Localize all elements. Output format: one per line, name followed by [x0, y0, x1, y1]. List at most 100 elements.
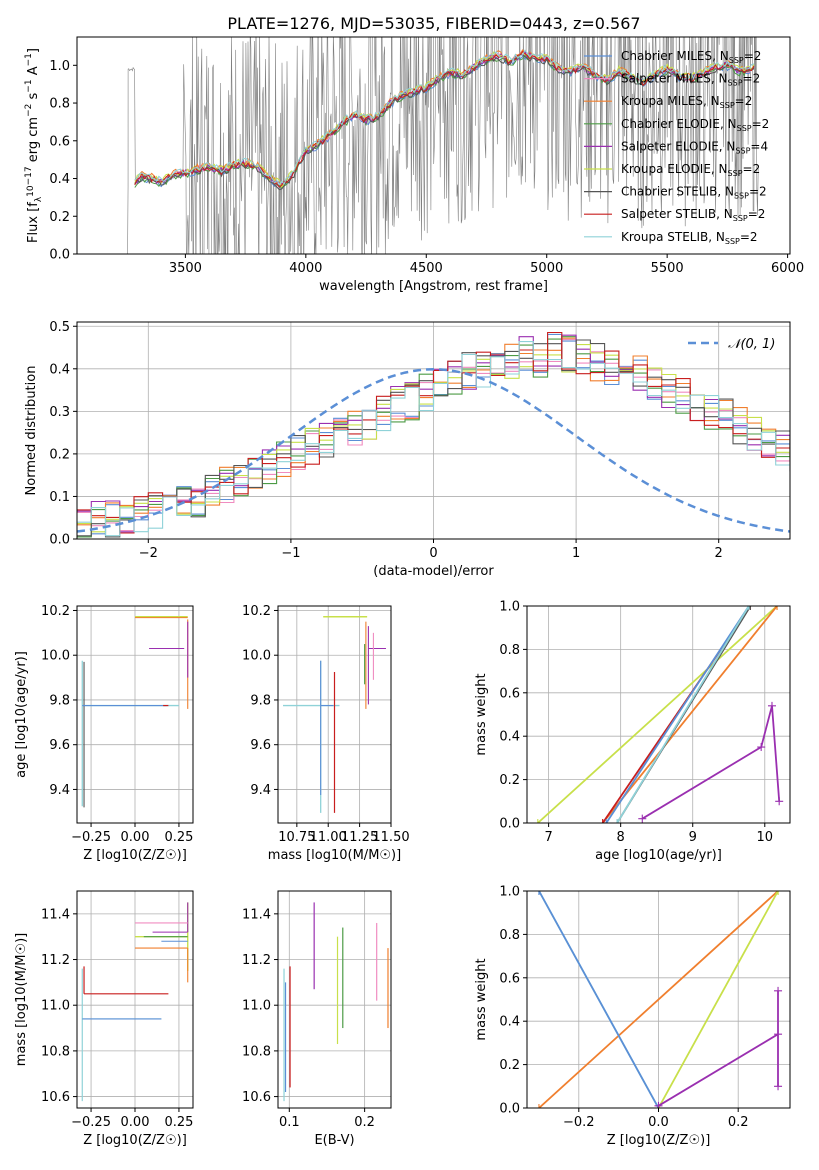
x-tick-label: 0.0	[648, 1115, 669, 1130]
model-line	[134, 50, 755, 188]
x-tick-label: 8	[617, 830, 625, 845]
legend-label: Chabrier STELIB, NSSP=2	[621, 185, 767, 201]
x-axis-label: mass [log10(M/M☉)]	[268, 848, 401, 863]
x-tick-label: 10.75	[278, 830, 315, 845]
x-tick-label: 0.25	[164, 1115, 193, 1130]
x-tick-label: 11.50	[372, 830, 409, 845]
weight-line	[538, 891, 779, 1108]
y-tick-label: 10.0	[242, 649, 271, 664]
x-tick-label: 0.00	[121, 830, 150, 845]
x-tick-label: 4500	[410, 261, 443, 276]
weight-line	[641, 705, 781, 820]
y-tick-label: 9.6	[49, 738, 70, 753]
y-tick-label: 11.2	[41, 953, 70, 968]
model-line	[134, 53, 755, 191]
x-tick-label: 1	[572, 546, 580, 561]
y-tick-label: 0.6	[499, 686, 520, 701]
y-tick-label: 9.8	[49, 693, 70, 708]
panel-mass-vs-ebv: 0.1 0.2 10.6 10.8 11.0 11.2 11.4 E(B-V)	[242, 890, 392, 1148]
x-tick-label: 9	[689, 830, 697, 845]
plot-area	[278, 891, 391, 1108]
weight-line	[658, 990, 779, 1107]
point-marker	[638, 814, 647, 823]
plot-area	[77, 322, 790, 539]
model-line	[134, 49, 755, 186]
y-tick-label: 0.2	[49, 210, 70, 225]
y-tick-label: 0.2	[49, 447, 70, 462]
y-tick-label: 1.0	[499, 885, 520, 900]
point-marker	[774, 891, 783, 895]
x-tick-label: 6000	[771, 261, 804, 276]
y-tick-label: 10.2	[41, 604, 70, 619]
point-marker	[534, 891, 543, 895]
y-tick-label: 11.4	[242, 907, 271, 922]
y-tick-label: 10.2	[242, 604, 271, 619]
point-marker	[757, 743, 766, 752]
plot-area	[527, 891, 790, 1108]
point-marker	[746, 606, 755, 610]
y-tick-label: 10.6	[242, 1090, 271, 1105]
y-tick-label: 11.4	[41, 907, 70, 922]
y-tick-label: 0.3	[49, 405, 70, 420]
y-axis-label: mass weight	[474, 958, 489, 1040]
x-tick-label: 4000	[289, 261, 322, 276]
y-tick-label: 10.6	[41, 1090, 70, 1105]
weight-line	[538, 891, 660, 1108]
y-axis-label: mass weight	[474, 673, 489, 755]
histogram-series	[77, 341, 790, 537]
x-tick-label: 11.25	[341, 830, 378, 845]
x-tick-label: −0.2	[563, 1115, 595, 1130]
legend-label: Chabrier MILES, NSSP=2	[621, 49, 761, 65]
x-axis-label: Z [log10(Z/Z☉)]	[83, 848, 187, 863]
y-tick-label: 1.0	[499, 600, 520, 615]
axes-frame	[277, 605, 392, 824]
y-tick-label: 0.5	[49, 320, 70, 335]
axes-frame	[526, 890, 791, 1109]
x-tick-label: −1	[281, 546, 300, 561]
panel-age-vs-Z: −0.25 0.00 0.25 9.4 9.6 9.8 10.0 10.2 Z [log10(Z…	[14, 604, 194, 863]
axes-frame	[277, 890, 392, 1109]
plot-area	[77, 606, 193, 823]
y-tick-label: 10.8	[242, 1044, 271, 1059]
y-tick-label: 0.2	[499, 773, 520, 788]
weight-line	[601, 606, 778, 823]
histogram-series	[77, 331, 790, 534]
y-tick-label: 0.4	[499, 1015, 520, 1030]
y-axis-label: mass [log10(M/M☉)]	[14, 933, 29, 1066]
y-tick-label: 0.4	[499, 730, 520, 745]
point-marker	[774, 986, 783, 995]
x-tick-label: −0.25	[71, 830, 111, 845]
y-tick-label: 9.8	[250, 693, 271, 708]
plot-area	[278, 606, 391, 823]
y-tick-label: 0.4	[49, 172, 70, 187]
panel-residuals: −2 −1 0 1 2 0.0 0.1 0.2 0.3 0.4 0.5 (data-model)/er…	[24, 320, 791, 579]
axes-frame	[76, 605, 194, 824]
panel-massweight-vs-Z: −0.2 0.0 0.2 0.0 0.2 0.4 0.6 0.8 1.0 Z [log10(Z/Z…	[474, 885, 791, 1148]
x-axis-label: wavelength [Angstrom, rest frame]	[319, 279, 548, 294]
axes-frame	[76, 36, 791, 255]
x-tick-label: 10	[757, 830, 774, 845]
x-tick-label: 2	[715, 546, 723, 561]
plot-area	[527, 606, 790, 823]
y-tick-label: 9.6	[250, 738, 271, 753]
y-axis-label: age [log10(age/yr)]	[14, 651, 29, 778]
x-axis-label: E(B-V)	[314, 1133, 354, 1148]
y-tick-label: 11.2	[242, 953, 271, 968]
x-axis-label: age [log10(age/yr)]	[595, 848, 722, 863]
data-spectrum	[127, 37, 759, 254]
y-tick-label: 9.4	[49, 783, 70, 798]
y-tick-label: 11.0	[41, 999, 70, 1014]
weight-line	[537, 606, 778, 823]
figure-title: PLATE=1276, MJD=53035, FIBERID=0443, z=0…	[227, 14, 640, 33]
point-marker	[774, 1030, 783, 1039]
point-marker	[613, 819, 622, 823]
x-axis-label: Z [log10(Z/Z☉)]	[607, 1133, 711, 1148]
x-tick-label: 0.1	[279, 1115, 300, 1130]
panel-mass-vs-Z: −0.25 0.00 0.25 10.6 10.8 11.0 11.2 11.4 Z [log1…	[14, 890, 194, 1148]
y-tick-label: 0.0	[49, 248, 70, 263]
point-marker	[744, 606, 753, 610]
point-marker	[534, 1104, 543, 1108]
y-tick-label: 0.0	[49, 533, 70, 548]
